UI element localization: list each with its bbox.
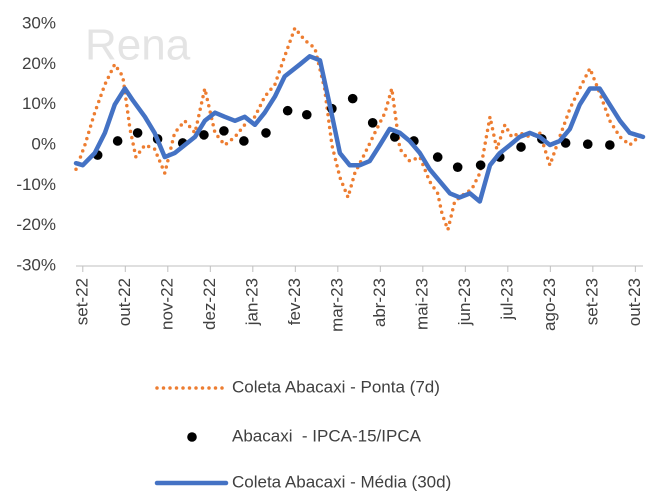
x-tick-label: jun-23 [455, 278, 474, 326]
y-tick-label: 20% [22, 54, 56, 73]
series-line [74, 26, 645, 232]
x-tick-label: jul-23 [497, 278, 516, 321]
x-tick-label: mar-23 [327, 278, 346, 332]
watermark: Rena [85, 21, 191, 70]
data-point [347, 93, 358, 104]
data-point [560, 138, 571, 148]
data-point [475, 160, 486, 170]
x-tick-label: mai-23 [412, 278, 431, 330]
x-tick-label: dez-22 [200, 278, 219, 330]
data-point [452, 162, 463, 172]
data-point [199, 130, 209, 140]
data-point [389, 132, 400, 142]
data-point [261, 128, 271, 138]
y-tick-label: -30% [16, 255, 56, 274]
x-tick-label: nov-22 [157, 278, 176, 330]
y-tick-label: -20% [16, 215, 56, 234]
x-tick-label: out-22 [115, 278, 134, 326]
data-point [112, 136, 123, 146]
legend-label: Coleta Abacaxi - Média (30d) [232, 472, 451, 491]
y-tick-label: -10% [16, 175, 56, 194]
x-tick-label: jan-23 [242, 278, 261, 326]
data-point [132, 128, 143, 138]
data-point [605, 140, 615, 150]
x-tick-label: ago-23 [540, 278, 559, 331]
y-tick-label: 30% [22, 13, 56, 32]
x-tick-label: set-22 [72, 278, 91, 325]
legend-label: Coleta Abacaxi - Ponta (7d) [232, 377, 440, 396]
data-point [367, 118, 378, 128]
x-tick-label: abr-23 [370, 278, 389, 327]
data-point [219, 126, 229, 136]
legend-label: Abacaxi - IPCA-15/IPCA [232, 426, 422, 445]
data-point [282, 105, 293, 116]
data-point [239, 136, 249, 146]
data-point [582, 139, 593, 149]
y-tick-label: 0% [31, 134, 56, 153]
y-tick-label: 10% [22, 94, 56, 113]
x-tick-label: fev-23 [285, 278, 304, 325]
data-point [432, 152, 443, 162]
x-tick-label: set-23 [582, 278, 601, 325]
x-tick-label: out-23 [625, 278, 644, 326]
legend-marker [187, 432, 197, 442]
data-point [301, 109, 312, 120]
series-line [73, 54, 646, 204]
data-point [516, 142, 526, 152]
